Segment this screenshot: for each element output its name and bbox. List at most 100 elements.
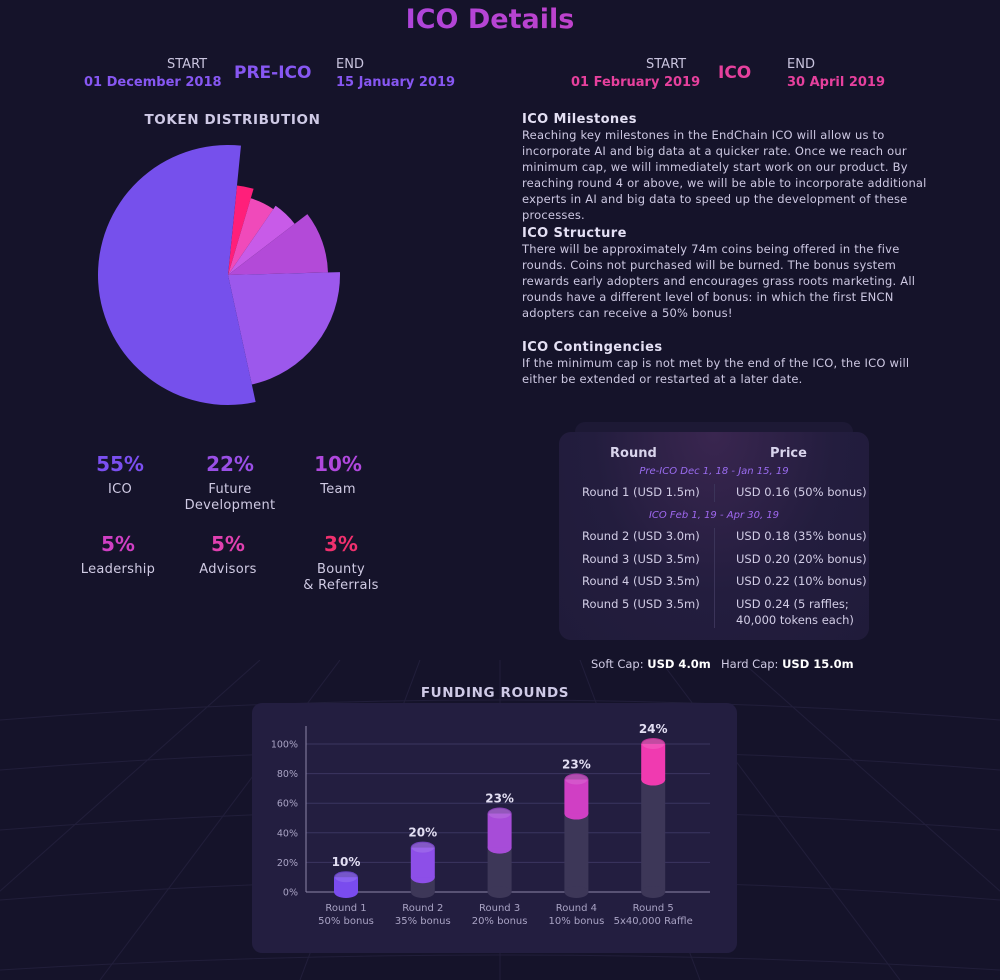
token-stat-label: Future Development <box>184 482 276 513</box>
bar-top <box>410 841 435 854</box>
price-round-cell: Round 3 (USD 3.5m) <box>582 552 700 566</box>
ico-structure-section: ICO Structure There will be approximatel… <box>522 226 947 321</box>
bar-value-label: 24% <box>639 722 668 736</box>
bar-value-label: 23% <box>485 792 514 806</box>
bar-top-highlight <box>335 872 357 883</box>
token-stat: 5% Advisors <box>168 532 288 578</box>
price-round-cell: Round 2 (USD 3.0m) <box>582 529 700 543</box>
pre-ico-phase-name: PRE-ICO <box>234 63 312 83</box>
price-value-cell: USD 0.20 (20% bonus) <box>736 552 867 566</box>
x-category-label: Round 1 <box>325 903 366 914</box>
ico-start-date: 01 February 2019 <box>571 75 701 90</box>
hard-cap: Hard Cap: USD 15.0m <box>721 657 854 671</box>
pie-slice <box>228 198 274 275</box>
price-round-cell: Round 5 (USD 3.5m) <box>582 597 700 611</box>
y-tick-label: 0% <box>283 888 298 899</box>
token-stat-label: Team <box>320 482 356 497</box>
bar-base-bottom <box>487 886 512 898</box>
bar-base-bottom <box>564 886 589 898</box>
token-stat: 55% ICO <box>60 452 180 498</box>
token-stat: 10% Team <box>278 452 398 498</box>
bar-top <box>487 807 512 820</box>
token-distribution-pie <box>98 145 340 405</box>
ico-structure-title: ICO Structure <box>522 226 627 241</box>
soft-cap-label: Soft Cap: <box>591 657 644 671</box>
token-stat-percent: 22% <box>206 452 254 476</box>
price-divider <box>714 528 715 628</box>
token-stat: 3% Bounty & Referrals <box>281 532 401 594</box>
bar-top <box>641 738 666 750</box>
ico-contingencies-section: ICO Contingencies If the minimum cap is … <box>522 340 947 387</box>
ico-milestones-text: Reaching key milestones in the EndChain … <box>522 128 927 222</box>
price-col-price-header: Price <box>770 446 807 461</box>
token-stat-percent: 5% <box>101 532 135 556</box>
ico-contingencies-text: If the minimum cap is not met by the end… <box>522 356 910 386</box>
price-col-round-header: Round <box>610 446 657 461</box>
pre-ico-end-label: END <box>336 57 364 72</box>
token-stat: 5% Leadership <box>58 532 178 578</box>
x-sublabel: 5x40,000 Raffle <box>614 916 693 927</box>
page-title: ICO Details <box>0 4 980 35</box>
bar-value-label: 10% <box>332 855 361 869</box>
bar-top <box>334 871 358 884</box>
soft-cap: Soft Cap: USD 4.0m <box>591 657 711 671</box>
ico-milestones-section: ICO Milestones Reaching key milestones i… <box>522 112 947 223</box>
pre-ico-period-label: Pre-ICO Dec 1, 18 - Jan 15, 19 <box>639 466 789 477</box>
price-value-cell: USD 0.22 (10% bonus) <box>736 574 867 588</box>
pie-slice <box>228 205 295 275</box>
hard-cap-label: Hard Cap: <box>721 657 779 671</box>
pie-slice <box>228 185 254 275</box>
ico-contingencies-title: ICO Contingencies <box>522 340 663 355</box>
bar-base-column <box>564 813 589 892</box>
price-value-cell: USD 0.18 (35% bonus) <box>736 529 867 543</box>
bar-top-highlight <box>565 774 588 785</box>
ico-milestones-title: ICO Milestones <box>522 112 637 127</box>
x-sublabel: 10% bonus <box>549 916 605 927</box>
pie-slice <box>228 214 328 275</box>
y-tick-label: 80% <box>277 769 298 780</box>
soft-cap-value: USD 4.0m <box>647 657 711 671</box>
price-divider <box>714 484 715 502</box>
token-stat-label: Leadership <box>80 562 156 577</box>
price-round-cell: Round 1 (USD 1.5m) <box>582 485 700 499</box>
ico-start-label: START <box>646 57 687 72</box>
token-stat: 22% Future Development <box>170 452 290 514</box>
token-stat-percent: 55% <box>96 452 144 476</box>
funding-rounds-chart: 0% 20% 40% 60% 80% 100% 10% Round 1 50% bonus 20%… <box>271 722 710 927</box>
pie-slice <box>228 272 340 385</box>
bar-base-column <box>487 847 512 892</box>
ico-phase-name: ICO <box>718 63 752 83</box>
x-category-label: Round 4 <box>556 903 597 914</box>
bar-top <box>564 773 589 786</box>
ico-end-label: END <box>787 57 815 72</box>
x-sublabel: 20% bonus <box>472 916 528 927</box>
token-stat-percent: 10% <box>314 452 362 476</box>
y-tick-label: 20% <box>277 858 298 869</box>
bar-top-highlight <box>488 808 511 819</box>
y-tick-label: 60% <box>277 799 298 810</box>
hard-cap-value: USD 15.0m <box>782 657 854 671</box>
ico-end-date: 30 April 2019 <box>787 75 886 90</box>
pre-ico-start-label: START <box>167 57 208 72</box>
token-stat-percent: 5% <box>211 532 245 556</box>
bar-base-column <box>641 779 666 892</box>
price-round-cell: Round 4 (USD 3.5m) <box>582 574 700 588</box>
funding-rounds-heading: FUNDING ROUNDS <box>420 685 570 701</box>
token-stat-percent: 3% <box>324 532 358 556</box>
ico-structure-text: There will be approximately 74m coins be… <box>522 242 916 320</box>
bar-value-label: 23% <box>562 758 591 772</box>
token-stat-label: Advisors <box>199 562 257 577</box>
pre-ico-end-date: 15 January 2019 <box>336 75 456 90</box>
pre-ico-start-date: 01 December 2018 <box>84 75 222 90</box>
y-tick-label: 100% <box>271 740 298 751</box>
bar-top-highlight <box>411 842 434 853</box>
y-tick-label: 40% <box>277 828 298 839</box>
bar-top-highlight <box>642 739 665 749</box>
x-category-label: Round 2 <box>402 903 443 914</box>
x-sublabel: 50% bonus <box>318 916 374 927</box>
ico-period-label: ICO Feb 1, 19 - Apr 30, 19 <box>648 510 780 521</box>
bar-value-label: 20% <box>408 826 437 840</box>
price-value-cell: USD 0.16 (50% bonus) <box>736 485 867 499</box>
bar-base-bottom <box>641 886 666 898</box>
x-sublabel: 35% bonus <box>395 916 451 927</box>
